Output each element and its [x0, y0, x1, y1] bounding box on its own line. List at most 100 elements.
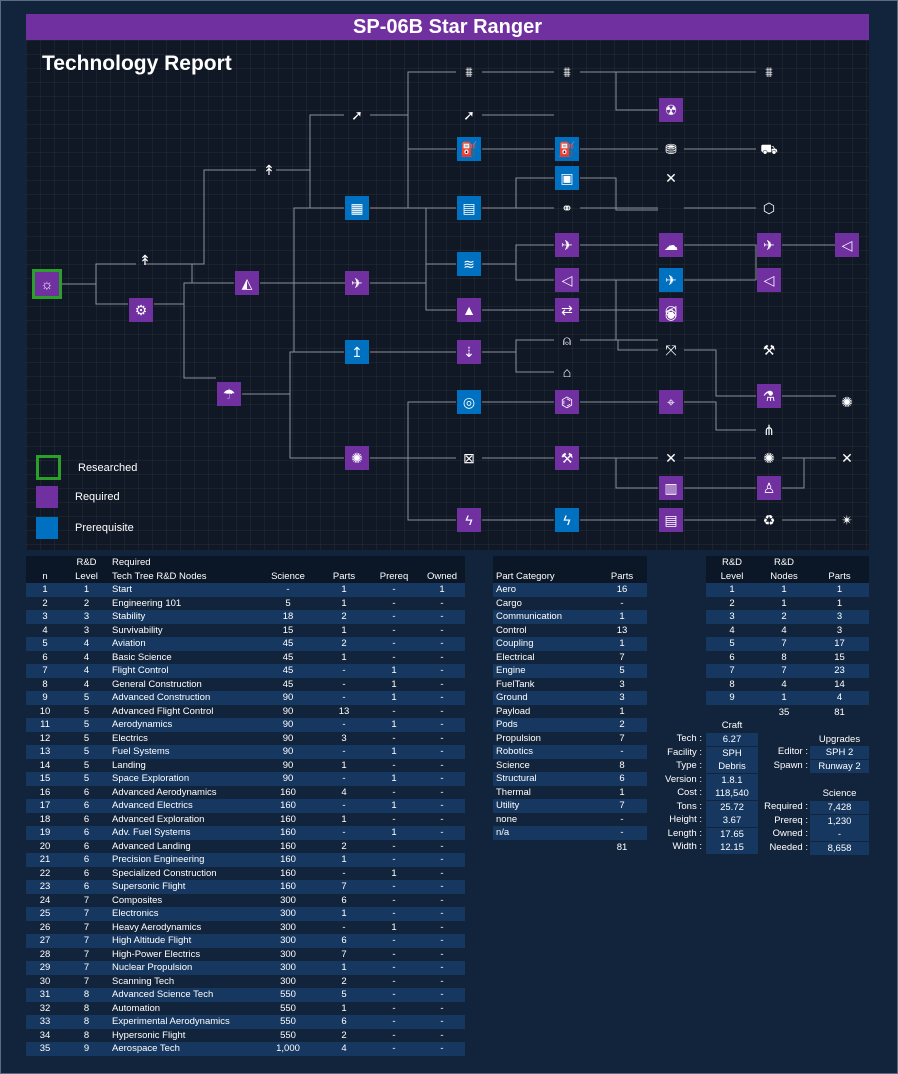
tech-node-row-cell: 300 [257, 947, 319, 961]
node-aerospace-tech[interactable]: ◁ [835, 233, 859, 257]
tech-node-row-cell: - [419, 718, 465, 732]
node-aviation[interactable]: ✈ [345, 271, 369, 295]
node-missile-2-icon[interactable]: ➚ [463, 107, 475, 123]
tech-node-row-cell: Start [109, 583, 257, 597]
tech-node-row-cell: 6 [64, 785, 109, 799]
part-category-row-cell: 16 [597, 583, 647, 597]
node-general-construction[interactable]: ▦ [345, 196, 369, 220]
tech-node-row-cell: 90 [257, 758, 319, 772]
node-specialized-construction[interactable]: ▣ [555, 166, 579, 190]
node-rocket-small-icon[interactable]: ↟ [139, 252, 151, 268]
node-recycle-icon[interactable]: ♻ [762, 512, 776, 528]
node-antenna-2-icon[interactable]: ✺ [763, 450, 775, 466]
node-composites[interactable]: ☁ [659, 233, 683, 257]
tech-node-row-cell: - [419, 799, 465, 813]
tech-node-row-cell: 29 [26, 961, 64, 975]
node-basic-science[interactable]: ✺ [345, 446, 369, 470]
tech-node-row-cell: 9 [26, 691, 64, 705]
node-missile-icon[interactable]: ➚ [351, 107, 363, 123]
part-category-row-cell: FuelTank [493, 677, 597, 691]
node-probe-icon[interactable]: ⤧ [665, 342, 677, 358]
node-launch-tower-2-icon[interactable]: ⩩ [563, 64, 571, 80]
science-heading: Science [822, 788, 857, 799]
tech-node-row-cell: - [319, 745, 369, 759]
node-adv-fuel-systems[interactable]: ⛽ [555, 137, 579, 161]
node-hypersonic-flight[interactable]: ◁ [659, 298, 683, 322]
node-x-box-icon[interactable]: ⊠ [463, 450, 475, 466]
tech-node-row-cell: - [369, 785, 419, 799]
node-dock-icon[interactable]: ⍝ [562, 332, 572, 348]
node-supersonic-flight[interactable]: ◁ [555, 268, 579, 292]
node-satellite-icon[interactable]: ✕ [665, 170, 677, 186]
node-sparkle-icon[interactable]: ✴ [841, 512, 853, 528]
node-rocket-icon[interactable]: ↟ [263, 162, 275, 178]
node-automation[interactable]: ♙ [757, 476, 781, 500]
tech-node-row: 8 4 General Construction 45-1- [26, 677, 465, 691]
node-aerodynamics[interactable]: ≋ [457, 252, 481, 276]
node-engineering-101[interactable]: ⚙ [129, 298, 153, 322]
rd-level-row-cell: 8 [706, 677, 758, 691]
node-truck-icon[interactable]: ⛟ [760, 141, 778, 157]
node-scanning-tech[interactable]: ⌖ [659, 390, 683, 414]
node-launch-tower-3-icon[interactable]: ⩩ [765, 64, 773, 80]
node-advanced-electrics[interactable]: ϟ [555, 508, 579, 532]
node-antenna-icon[interactable]: ✺ [841, 394, 853, 410]
node-survivability[interactable]: ☂ [217, 382, 241, 406]
node-tripod-icon[interactable]: ⋔ [763, 422, 775, 438]
rd-level-row-cell: 7 [758, 664, 810, 678]
node-start[interactable]: ☼ [32, 269, 62, 299]
node-arm-icon[interactable]: ⚒ [762, 342, 776, 358]
node-drill-icon[interactable]: ⛃ [665, 141, 677, 157]
node-advanced-construction[interactable]: ▤ [457, 196, 481, 220]
node-experimental-aerodynamics[interactable]: ◁ [757, 268, 781, 292]
node-capsule-icon[interactable]: ⌂ [562, 364, 572, 380]
node-hexagon-icon[interactable]: ⬡ [762, 200, 776, 216]
part-category-row: Aero 16 [493, 583, 647, 597]
node-satellite-2-icon[interactable]: ✕ [841, 450, 853, 466]
node-flight-control[interactable]: ↥ [345, 340, 369, 364]
node-space-exploration[interactable]: ◎ [457, 390, 481, 414]
node-advanced-aerodynamics[interactable]: ✈ [555, 233, 579, 257]
node-dish-icon[interactable]: ✕ [665, 450, 677, 466]
node-electronics[interactable]: ▥ [659, 476, 683, 500]
upgrade-stat-value: Runway 2 [810, 759, 869, 773]
node-advanced-landing[interactable]: ⇄ [555, 298, 579, 322]
node-advanced-flight-control[interactable]: ⇣ [457, 340, 481, 364]
node-landing[interactable]: ▲ [457, 298, 481, 322]
tech-node-row-cell: Electrics [109, 731, 257, 745]
tech-node-row: 14 5 Landing 90 1- - [26, 758, 465, 772]
node-high-power-electrics[interactable]: ▤ [659, 508, 683, 532]
tech-node-row-cell: 6 [64, 812, 109, 826]
node-pod-icon[interactable]: ⚭ [561, 200, 573, 216]
node-stability[interactable]: ◭ [235, 271, 259, 295]
tech-node-row-cell: - [419, 1028, 465, 1042]
node-advanced-science-tech[interactable]: ⚗ [757, 384, 781, 408]
part-category-table-body: Aero 16 Cargo - Communication 1 Control 13 Coupl… [493, 583, 647, 840]
part-category-row-cell: 3 [597, 691, 647, 705]
node-wheel-icon[interactable]: ◉ [664, 306, 678, 322]
tech-node-row-cell: - [369, 1015, 419, 1029]
header-lvl-level: Level [720, 570, 744, 582]
tech-node-row-cell: 1 [369, 799, 419, 813]
legend-researched: Researched [36, 455, 137, 480]
craft-stat-label: Cost : [677, 787, 702, 798]
node-heavy-aerodynamics[interactable]: ✈ [659, 268, 683, 292]
node-launch-tower-icon[interactable]: ⩩ [465, 64, 473, 80]
part-category-row-cell: none [493, 812, 597, 826]
node-nuclear-propulsion[interactable]: ☢ [659, 98, 683, 122]
node-high-altitude-flight[interactable]: ✈ [757, 233, 781, 257]
node-precision-engineering[interactable]: ⚒ [555, 446, 579, 470]
node-advanced-exploration[interactable]: ⌬ [555, 390, 579, 414]
tech-node-row-cell: 5 [64, 718, 109, 732]
tech-node-row-cell: - [419, 772, 465, 786]
tech-node-row-cell: - [369, 596, 419, 610]
part-category-row-cell: 1 [597, 637, 647, 651]
tech-node-row-cell: 5 [26, 637, 64, 651]
tech-node-row-cell: 22 [26, 866, 64, 880]
tech-node-row-cell: - [369, 1042, 419, 1056]
node-electrics[interactable]: ϟ [457, 508, 481, 532]
tech-node-row-cell: 6 [64, 839, 109, 853]
node-fuel-systems[interactable]: ⛽ [457, 137, 481, 161]
